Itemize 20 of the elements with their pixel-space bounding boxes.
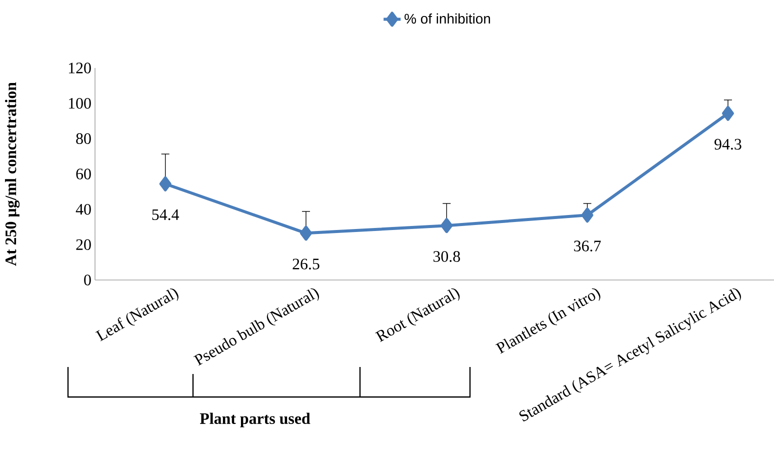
y-tick-label: 120 (68, 62, 91, 74)
y-tick-label: 60 (76, 168, 91, 180)
point (159, 176, 172, 192)
y-tick-label: 40 (76, 204, 91, 215)
point (300, 226, 312, 241)
y-tick-label: 0 (84, 274, 91, 286)
data-label: 94.3 (714, 138, 742, 150)
point (440, 218, 453, 234)
data-label: 30.8 (433, 251, 460, 262)
y-axis-title: At 250 µg/ml concertration (4, 82, 20, 266)
data-label: 36.7 (574, 240, 601, 252)
data-label: 54.4 (152, 209, 180, 220)
point (581, 208, 594, 223)
y-tick-label: 80 (76, 133, 91, 144)
point (722, 106, 734, 121)
legend-label: % of inhibition (404, 13, 490, 24)
data-label: 26.5 (292, 258, 320, 270)
y-tick-label: 20 (76, 239, 91, 250)
text: Plant parts used (200, 412, 310, 428)
y-tick-label: 100 (68, 98, 91, 109)
